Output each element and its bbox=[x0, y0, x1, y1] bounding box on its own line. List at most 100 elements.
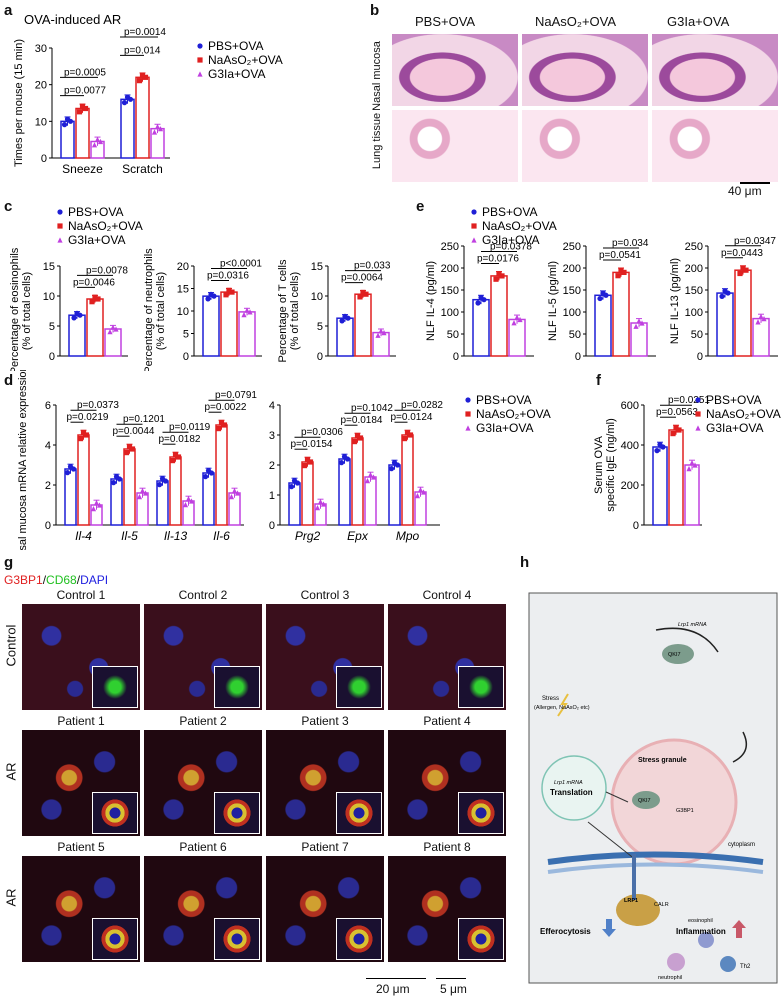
chart-e1-point bbox=[493, 276, 499, 282]
if-inset bbox=[458, 666, 504, 708]
if-inset bbox=[458, 918, 504, 960]
chart-f-legend-label-2: G3Ia+OVA bbox=[706, 421, 763, 435]
h-th2: Th2 bbox=[740, 964, 751, 970]
stain-dapi: DAPI bbox=[80, 573, 109, 587]
chart-d2-bar bbox=[401, 434, 414, 526]
chart-c2-point bbox=[244, 307, 250, 313]
h-qki7-granule: QKI7 bbox=[638, 798, 651, 804]
chart-d1-ytick-label: 0 bbox=[45, 520, 51, 532]
up-arrow-icon bbox=[732, 920, 746, 938]
chart-f-legend-marker-1 bbox=[695, 411, 701, 417]
chart-e2-point bbox=[618, 267, 624, 273]
qki7-granule-shape bbox=[632, 791, 660, 809]
chart-c-legend-marker-0 bbox=[57, 209, 63, 215]
chart-d2-ytick-label: 1 bbox=[269, 490, 275, 502]
arrow-curve bbox=[655, 627, 719, 653]
if-inset bbox=[336, 918, 382, 960]
chart-e3-bar bbox=[716, 292, 734, 357]
chart-d2-point bbox=[294, 480, 301, 486]
chart-d1-point bbox=[215, 426, 222, 432]
stain-cd68: CD68 bbox=[46, 573, 77, 587]
chart-a-xtick-label: Scratch bbox=[122, 162, 163, 176]
chart-e3-point bbox=[740, 265, 746, 271]
inhibit-line-2 bbox=[587, 821, 637, 861]
chart-c1-point bbox=[71, 315, 77, 321]
chart-f-legend-marker-0 bbox=[695, 397, 701, 403]
chart-d2-bar bbox=[388, 464, 401, 526]
chart-c2-point bbox=[223, 292, 229, 298]
if-tile-title: Patient 4 bbox=[423, 714, 471, 728]
chart-d1-point bbox=[231, 488, 238, 494]
chart-a-point bbox=[127, 96, 134, 102]
chart-c3-bar bbox=[336, 317, 354, 357]
scale-bar-b bbox=[740, 182, 770, 184]
chart-d1-bar bbox=[77, 434, 90, 526]
chart-d1-pvalue: p=0.0791 bbox=[215, 390, 257, 401]
chart-a-point bbox=[136, 78, 143, 84]
if-image bbox=[266, 604, 384, 710]
chart-d2-point bbox=[320, 501, 327, 507]
membrane bbox=[547, 851, 764, 865]
h-g3bp1: G3BP1 bbox=[676, 808, 694, 814]
chart-d1-bar bbox=[202, 472, 215, 526]
chart-d1-xtick-label: Il-4 bbox=[75, 529, 92, 543]
chart-d1-point bbox=[90, 506, 97, 512]
chart-c-legend-label-2: G3Ia+OVA bbox=[68, 233, 125, 247]
if-image bbox=[266, 856, 384, 962]
col-title-g3ia: G3Ia+OVA bbox=[667, 14, 730, 29]
chart-c2-point bbox=[247, 309, 253, 315]
th2-cell bbox=[720, 956, 736, 972]
chart-d1-point bbox=[96, 502, 103, 508]
lightning-icon bbox=[557, 693, 569, 717]
chart-e2-point bbox=[633, 323, 639, 329]
chart-d1-point bbox=[182, 502, 189, 508]
histology-nasal-image bbox=[652, 34, 778, 106]
chart-e-legend-marker-2 bbox=[471, 237, 477, 243]
h-neutrophil: neutrophil bbox=[658, 975, 682, 981]
chart-a-bar bbox=[75, 107, 90, 159]
chart-d2-point bbox=[407, 432, 414, 438]
chart-d1-xtick-label: Il-5 bbox=[121, 529, 138, 543]
chart-d1-bar bbox=[64, 468, 77, 526]
chart-a-pvalue: p=0.0077 bbox=[64, 86, 106, 97]
chart-a-ytick-label: 30 bbox=[35, 43, 47, 55]
chart-a-legend-marker-1 bbox=[197, 57, 203, 63]
chart-e1-ylabel: NLF IL-4 (pg/ml) bbox=[425, 261, 437, 341]
chart-e-legend-label-0: PBS+OVA bbox=[482, 205, 537, 219]
h-inflammation: Inflammation bbox=[676, 927, 726, 936]
histology-nasal-image bbox=[392, 34, 518, 106]
chart-a-bar bbox=[135, 76, 150, 159]
chart-c3-ytick-label: 0 bbox=[317, 351, 323, 363]
chart-d1-point bbox=[188, 498, 195, 504]
chart-d1-point bbox=[172, 452, 179, 458]
chart-d2-point bbox=[304, 457, 311, 463]
chart-a-point bbox=[76, 109, 83, 115]
chart-d1-point bbox=[142, 490, 149, 496]
chart-c2-pvalue: p<0.0001 bbox=[220, 259, 262, 270]
chart-c2-point bbox=[211, 293, 217, 299]
histology-nasal-image bbox=[522, 34, 648, 106]
panel-letter-a: a bbox=[4, 2, 13, 19]
chart-f-ytick-label: 400 bbox=[621, 440, 639, 452]
schematic-h: Stress (Allergen, NaAsO₂ etc) Lrp1 mRNA … bbox=[528, 592, 778, 984]
if-inset bbox=[214, 666, 260, 708]
chart-e2-ytick-label: 0 bbox=[575, 351, 581, 363]
chart-d2-point bbox=[357, 435, 364, 441]
if-inset bbox=[92, 666, 138, 708]
chart-e1-point bbox=[496, 271, 502, 277]
chart-d-legend-label-0: PBS+OVA bbox=[476, 393, 531, 407]
chart-e2-pvalue: p=0.0541 bbox=[599, 250, 641, 261]
if-tile-title: Patient 6 bbox=[179, 840, 227, 854]
chart-e3-pvalue: p=0.0443 bbox=[721, 248, 763, 259]
chart-d1-ytick-label: 6 bbox=[45, 400, 51, 412]
chart-a-point bbox=[121, 100, 128, 106]
chart-c-legend-marker-1 bbox=[57, 223, 63, 229]
chart-c2-point bbox=[226, 287, 232, 293]
chart-d1-point bbox=[218, 420, 225, 426]
chart-f-point bbox=[670, 431, 676, 437]
chart-c2-ytick-label: 20 bbox=[177, 261, 189, 273]
chart-d1-bar bbox=[169, 456, 182, 526]
chart-c1-pvalue: p=0.0046 bbox=[73, 277, 115, 288]
panel-letter-c: c bbox=[4, 198, 13, 215]
